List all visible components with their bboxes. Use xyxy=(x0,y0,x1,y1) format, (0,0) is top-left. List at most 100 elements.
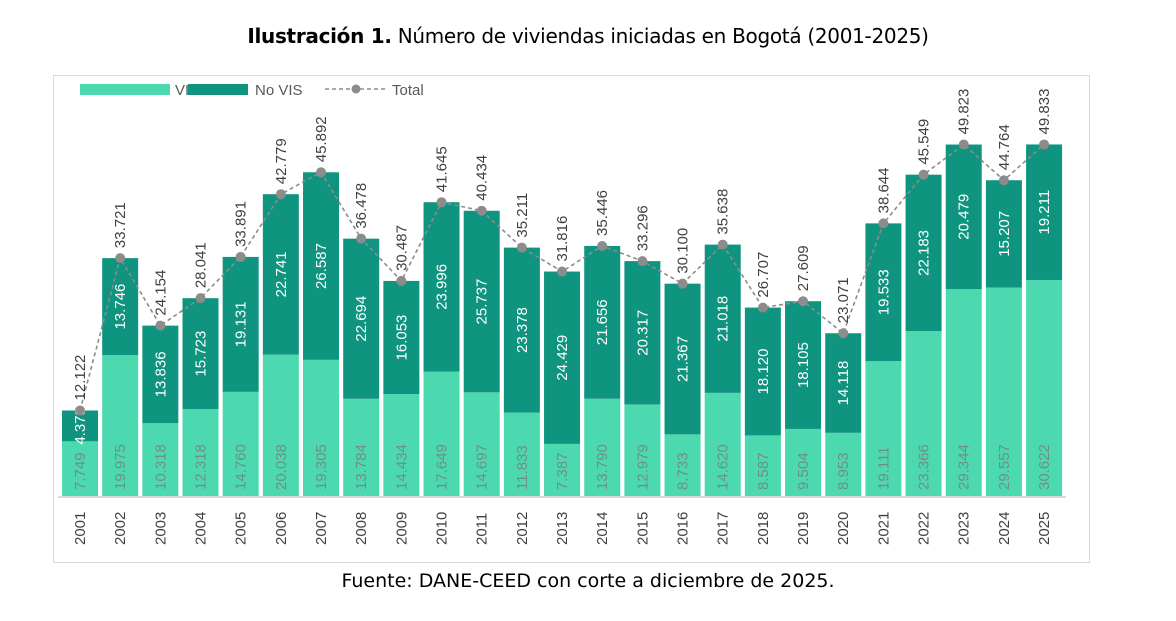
data-label-vis: 29.557 xyxy=(996,444,1013,490)
point-total xyxy=(275,189,286,200)
x-tick-label: 2022 xyxy=(916,512,933,545)
x-tick-label: 2021 xyxy=(875,512,892,545)
data-label-vis: 12.979 xyxy=(634,444,651,490)
bar-vis xyxy=(423,371,460,496)
point-total xyxy=(235,251,246,262)
data-label-no-vis: 23.378 xyxy=(514,307,531,353)
point-total xyxy=(637,256,648,267)
point-total xyxy=(918,169,929,180)
legend-label-total: Total xyxy=(392,82,424,99)
bar-no-vis xyxy=(945,144,982,289)
bar-vis xyxy=(262,354,299,496)
bar-no-vis xyxy=(503,247,540,413)
legend-label-no-vis: No VIS xyxy=(255,82,303,99)
data-label-no-vis: 18.120 xyxy=(755,349,772,395)
point-total xyxy=(396,275,407,286)
x-tick-label: 2020 xyxy=(835,512,852,545)
data-label-no-vis: 22.694 xyxy=(353,296,370,342)
data-label-vis: 11.833 xyxy=(514,445,531,490)
bar-no-vis xyxy=(383,280,420,395)
data-label-no-vis: 20.479 xyxy=(956,194,973,240)
bar-no-vis xyxy=(744,307,781,436)
data-label-no-vis: 22.741 xyxy=(273,251,290,297)
data-label-vis: 7.749 xyxy=(72,452,89,490)
point-total xyxy=(75,405,85,416)
bar-vis xyxy=(865,361,902,496)
x-tick-label: 2017 xyxy=(715,512,732,545)
point-total xyxy=(757,302,768,313)
bar-no-vis xyxy=(182,298,219,410)
bar-no-vis xyxy=(142,325,179,424)
bar-vis xyxy=(222,391,259,496)
data-label-total: 33.891 xyxy=(233,201,250,247)
bar-no-vis xyxy=(463,210,500,393)
data-label-total: 35.638 xyxy=(715,189,732,235)
bar-no-vis xyxy=(222,256,259,392)
x-tick-label: 2015 xyxy=(634,512,651,545)
legend-swatch-vis xyxy=(80,84,170,95)
bar-no-vis xyxy=(303,172,340,360)
bar-no-vis xyxy=(624,261,661,405)
bar-no-vis xyxy=(544,271,581,444)
data-label-no-vis: 25.737 xyxy=(474,279,491,325)
data-label-vis: 14.434 xyxy=(393,444,410,490)
data-label-total: 33.721 xyxy=(112,202,129,248)
data-label-no-vis: 23.996 xyxy=(434,264,451,310)
data-label-total: 49.833 xyxy=(1036,89,1053,135)
data-label-no-vis: 21.018 xyxy=(715,296,732,342)
bar-vis xyxy=(544,443,581,496)
x-tick-label: 2005 xyxy=(233,512,250,545)
data-label-no-vis: 22.183 xyxy=(916,230,933,276)
bar-no-vis xyxy=(785,301,822,429)
data-label-vis: 13.790 xyxy=(594,444,611,490)
bar-vis xyxy=(343,398,380,496)
x-tick-label: 2001 xyxy=(72,512,89,545)
data-label-total: 23.071 xyxy=(835,277,852,323)
x-tick-label: 2004 xyxy=(193,512,210,545)
bar-vis xyxy=(102,355,139,496)
data-label-no-vis: 13.836 xyxy=(152,351,169,397)
point-total xyxy=(356,233,367,244)
point-total xyxy=(316,167,327,178)
data-label-no-vis: 15.207 xyxy=(996,211,1013,257)
point-total xyxy=(958,139,969,150)
x-tick-label: 2016 xyxy=(675,512,692,545)
data-label-vis: 29.344 xyxy=(956,444,973,490)
point-total xyxy=(838,328,849,339)
point-total xyxy=(557,266,568,277)
bar-vis xyxy=(182,409,219,496)
data-label-vis: 23.366 xyxy=(916,444,933,490)
data-label-total: 35.211 xyxy=(514,193,531,238)
data-label-no-vis: 24.429 xyxy=(554,335,571,381)
point-total xyxy=(195,293,206,304)
bar-vis xyxy=(945,288,982,496)
point-total xyxy=(155,320,166,331)
bar-no-vis xyxy=(825,333,862,433)
data-label-vis: 14.760 xyxy=(233,444,250,490)
data-label-vis: 9.504 xyxy=(795,452,812,490)
bar-no-vis xyxy=(423,202,460,372)
data-label-no-vis: 26.587 xyxy=(313,243,330,289)
bar-no-vis xyxy=(343,238,380,399)
bar-vis xyxy=(825,432,862,496)
data-label-vis: 14.620 xyxy=(715,444,732,490)
data-label-no-vis: 19.131 xyxy=(233,301,250,347)
data-label-total: 28.041 xyxy=(193,242,210,288)
point-total xyxy=(998,175,1009,186)
bar-vis xyxy=(985,287,1022,496)
data-label-no-vis: 18.105 xyxy=(795,342,812,388)
data-label-vis: 8.587 xyxy=(755,452,772,490)
bar-vis xyxy=(704,392,741,496)
data-label-total: 45.892 xyxy=(313,116,330,162)
point-total xyxy=(1039,139,1050,150)
data-label-no-vis: 20.317 xyxy=(634,310,651,356)
bar-no-vis xyxy=(1026,144,1063,280)
x-tick-label: 2014 xyxy=(594,512,611,545)
title-label: Ilustración 1. xyxy=(247,24,392,48)
data-label-no-vis: 21.367 xyxy=(675,336,692,382)
data-label-no-vis: 14.118 xyxy=(835,361,852,406)
point-total xyxy=(115,253,126,264)
point-total xyxy=(717,239,728,250)
x-tick-label: 2023 xyxy=(956,512,973,545)
